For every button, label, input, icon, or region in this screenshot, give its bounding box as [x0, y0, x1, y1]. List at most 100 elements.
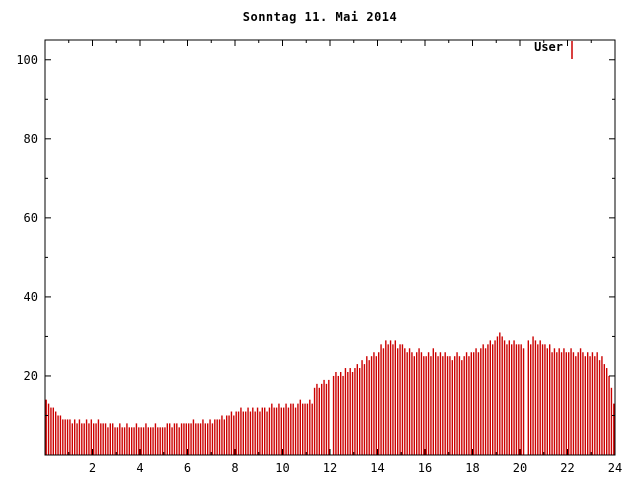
bar — [140, 427, 142, 455]
bar — [370, 356, 373, 455]
bar — [275, 407, 278, 455]
bar — [356, 364, 359, 455]
bar — [515, 344, 518, 455]
bar — [446, 356, 449, 455]
bar — [166, 423, 169, 455]
bar — [247, 407, 249, 455]
bar — [69, 419, 71, 455]
bar — [579, 348, 582, 455]
bar — [553, 348, 556, 455]
bar — [489, 340, 492, 455]
bar — [97, 419, 100, 455]
bar — [480, 348, 482, 455]
bar — [354, 368, 356, 455]
bar — [406, 352, 408, 455]
bar — [138, 427, 140, 455]
bar — [328, 379, 330, 455]
bar — [268, 407, 271, 455]
bar — [211, 423, 214, 455]
bar — [506, 344, 508, 455]
legend-label: User — [534, 40, 563, 54]
bar — [50, 407, 52, 455]
y-tick-label: 100 — [16, 53, 38, 67]
x-axis: 2 4 6 8 10 12 14 16 18 20 22 24 — [44, 40, 622, 475]
bar — [563, 348, 565, 455]
bar — [107, 427, 109, 455]
bar — [463, 356, 465, 455]
bar — [92, 423, 95, 455]
bar — [313, 387, 316, 455]
bar — [534, 340, 537, 455]
bar — [57, 415, 59, 455]
plot-border — [44, 39, 616, 456]
bar — [387, 344, 389, 455]
bar — [351, 372, 354, 455]
bar — [501, 336, 503, 455]
bar — [109, 423, 112, 455]
bar — [335, 372, 337, 455]
bar — [491, 344, 494, 455]
bar — [508, 340, 511, 455]
bar — [413, 356, 416, 455]
bar — [237, 411, 240, 455]
bar — [487, 344, 489, 455]
bar — [116, 427, 119, 455]
bar — [591, 352, 594, 455]
bar — [280, 407, 283, 455]
bar — [323, 379, 325, 455]
bar — [496, 336, 499, 455]
bar — [520, 344, 522, 455]
bar — [423, 356, 425, 455]
bar — [358, 368, 361, 455]
bar — [556, 352, 558, 455]
bar — [83, 423, 85, 455]
bar — [149, 427, 152, 455]
bar — [510, 344, 513, 455]
bar — [73, 419, 76, 455]
bar — [458, 356, 461, 455]
bar — [318, 387, 321, 455]
bar — [598, 360, 601, 455]
bar — [377, 352, 380, 455]
bar — [271, 403, 273, 455]
bar — [176, 423, 178, 455]
bar — [396, 348, 399, 455]
x-tick-label: 16 — [418, 461, 432, 475]
bar — [154, 423, 157, 455]
bar — [456, 352, 458, 455]
bar — [190, 423, 192, 455]
bar — [572, 352, 575, 455]
bar — [434, 352, 437, 455]
bar — [126, 423, 128, 455]
bar — [266, 411, 268, 455]
bar — [233, 415, 235, 455]
bar — [344, 368, 347, 455]
bar — [415, 352, 418, 455]
bar — [605, 368, 608, 455]
bar — [180, 423, 183, 455]
x-tick-label: 24 — [608, 461, 622, 475]
bar — [548, 344, 551, 455]
bar — [544, 344, 546, 455]
bar — [610, 387, 613, 455]
bar — [499, 332, 501, 455]
bar — [399, 344, 401, 455]
bar — [152, 427, 154, 455]
bar — [221, 415, 223, 455]
bar — [256, 407, 259, 455]
bar — [518, 344, 520, 455]
bar — [287, 407, 290, 455]
bar — [584, 356, 587, 455]
bar — [325, 383, 328, 455]
x-tick-label: 20 — [513, 461, 527, 475]
x-tick-label: 8 — [231, 461, 238, 475]
bar — [299, 399, 302, 455]
bar — [347, 372, 349, 455]
bar — [613, 403, 615, 455]
bar — [157, 427, 159, 455]
bar — [380, 344, 382, 455]
bar — [320, 383, 323, 455]
bar — [392, 344, 394, 455]
bar — [45, 399, 47, 455]
